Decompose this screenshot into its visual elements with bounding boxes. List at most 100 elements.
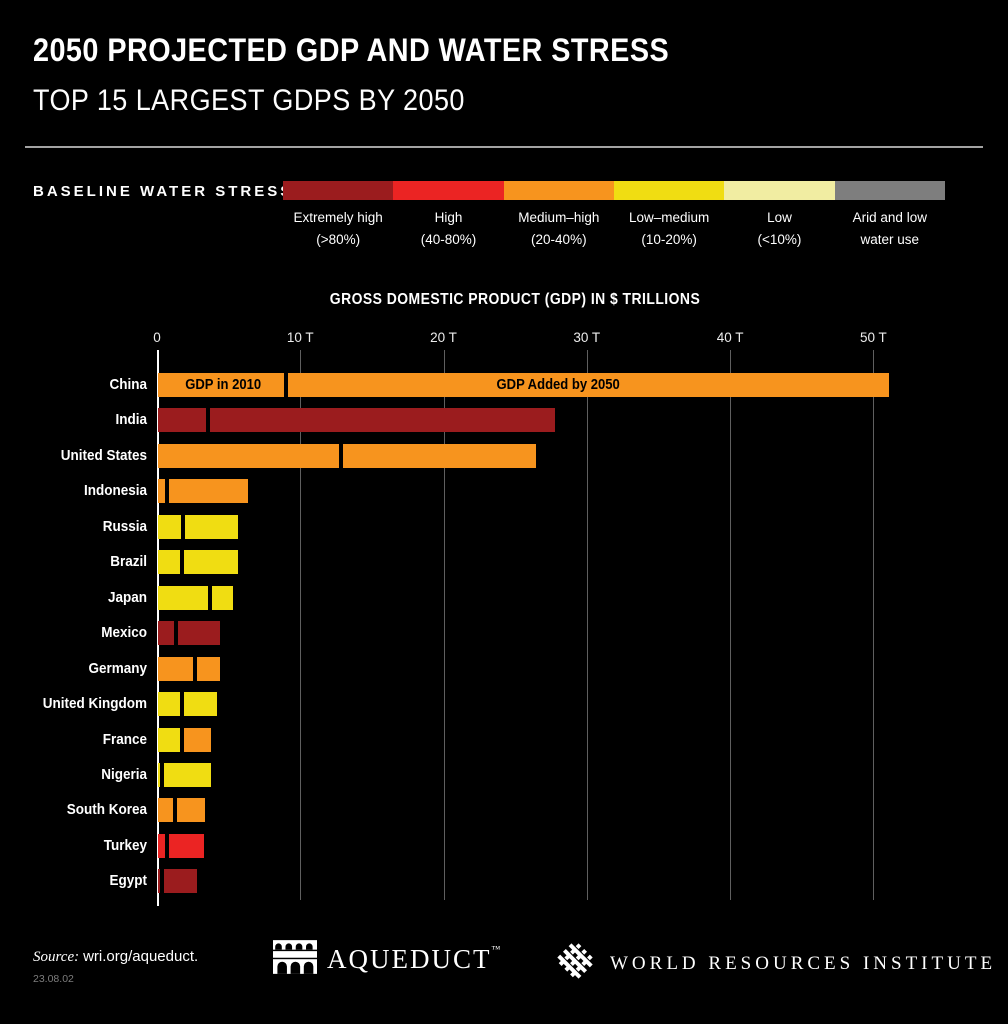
source-line: Source: wri.org/aqueduct.: [33, 948, 198, 966]
gdp-2010-segment: [158, 798, 177, 823]
bar-row-indonesia: Indonesia: [0, 479, 1008, 504]
bar-row-turkey: Turkey: [0, 833, 1008, 858]
country-label: United States: [60, 446, 147, 464]
country-label: China: [109, 376, 147, 393]
wri-wordmark: WORLD RESOURCES INSTITUTE: [610, 952, 997, 974]
legend-swatch-extremely-high: [283, 181, 394, 200]
trademark-symbol: ™: [491, 944, 501, 954]
bar-row-china: China GDP in 2010 GDP Added by 2050: [0, 373, 1008, 397]
country-label: Brazil: [110, 553, 147, 571]
bar-row-russia: Russia: [0, 514, 1008, 539]
country-label: Japan: [107, 588, 147, 606]
bar-row-united-kingdom: United Kingdom: [0, 692, 1008, 717]
gdp-2010-segment: [158, 443, 343, 468]
gdp-2010-segment: [158, 621, 179, 646]
country-label: Mexico: [101, 624, 147, 642]
gdp-2010-segment: [158, 479, 170, 504]
legend-swatch-arid: [834, 181, 945, 200]
x-axis-title: GROSS DOMESTIC PRODUCT (GDP) IN $ TRILLI…: [329, 291, 701, 308]
gdp-bar: [158, 621, 220, 646]
gridline-20T: [443, 350, 445, 900]
x-tick-20: 20 T: [430, 330, 457, 345]
gridline-30T: [586, 350, 588, 900]
aqueduct-wordmark: AQUEDUCT™: [327, 944, 501, 974]
country-label: Russia: [102, 517, 147, 535]
gdp-2010-segment: [158, 833, 170, 858]
x-tick-30: 30 T: [573, 330, 601, 345]
gdp-bar: [158, 585, 233, 610]
bar-row-mexico: Mexico: [0, 621, 1008, 646]
gdp-2010-segment: [158, 373, 289, 397]
gdp-bar: [158, 869, 197, 894]
country-label: Indonesia: [83, 482, 147, 500]
country-label: United Kingdom: [42, 695, 147, 713]
x-tick-50: 50 T: [859, 330, 887, 345]
wri-weave-icon: [552, 938, 598, 989]
bar-row-united-states: United States: [0, 443, 1008, 468]
country-label: Egypt: [109, 872, 147, 890]
gdp-bar: [158, 550, 239, 575]
gdp-bar: [158, 443, 537, 468]
bar-row-japan: Japan: [0, 585, 1008, 610]
gdp-bar: [158, 833, 204, 858]
legend-colorbar: [283, 181, 945, 200]
legend-label-high: High (40-80%): [420, 210, 477, 247]
gdp-bar: [158, 798, 206, 823]
legend-label-medium-high: Medium–high (20-40%): [518, 210, 600, 247]
legend-swatch-high: [393, 181, 504, 200]
gdp-bar: [158, 692, 217, 717]
source-prefix: Source:: [33, 949, 80, 965]
gdp-2010-segment: [158, 869, 164, 894]
legend-label-low: Low (<10%): [757, 210, 802, 247]
gdp-2010-segment: [158, 408, 210, 433]
country-label: South Korea: [66, 801, 147, 819]
legend-swatch-low: [724, 181, 835, 200]
bar-row-egypt: Egypt: [0, 869, 1008, 894]
gdp-2010-segment: [158, 550, 184, 575]
gridline-40T: [730, 350, 732, 900]
bar-row-nigeria: Nigeria: [0, 762, 1008, 787]
gdp-bar: [158, 479, 249, 504]
gdp-bar: [158, 514, 239, 539]
legend-swatch-low-medium: [613, 181, 725, 200]
gdp-2010-segment: [158, 585, 213, 610]
gdp-bar: [158, 727, 211, 752]
legend-label-low-medium: Low–medium (10-20%): [629, 210, 710, 247]
country-label: India: [115, 411, 147, 429]
gdp-2010-segment: [158, 692, 184, 717]
bar-chart-plot: China GDP in 2010 GDP Added by 2050 India Un…: [0, 348, 1008, 908]
aqueduct-icon: [273, 940, 317, 979]
country-label: Germany: [88, 659, 147, 677]
gdp-2010-segment: [158, 656, 197, 681]
page-title: 2050 PROJECTED GDP AND WATER STRESS: [33, 32, 670, 68]
gdp-2010-segment: [158, 727, 184, 752]
gdp-bar: [158, 762, 211, 787]
legend-labels: Extremely high (>80%) High (40-80%) Medium–h…: [283, 207, 945, 251]
bar-row-south-korea: South Korea: [0, 798, 1008, 823]
source-url: wri.org/aqueduct.: [83, 948, 199, 965]
gdp-bar: GDP in 2010 GDP Added by 2050: [158, 373, 889, 397]
country-label: Turkey: [103, 836, 147, 854]
gdp-bar: [158, 656, 220, 681]
legend-label-arid: Arid and low water use: [852, 210, 927, 247]
wri-logo: WORLD RESOURCES INSTITUTE: [552, 938, 996, 989]
date-stamp: 23.08.02: [33, 973, 74, 985]
segment-label-gdp-2010: GDP in 2010: [185, 377, 262, 393]
gdp-2010-segment: [158, 762, 164, 787]
gridline-50T: [873, 350, 875, 900]
gridline-10T: [300, 350, 302, 900]
x-tick-0: 0: [153, 330, 161, 345]
legend-swatch-medium-high: [503, 181, 614, 200]
gdp-bar: [158, 408, 555, 433]
bar-row-germany: Germany: [0, 656, 1008, 681]
country-label: France: [102, 730, 147, 748]
aqueduct-logo: AQUEDUCT™: [273, 940, 500, 979]
x-tick-40: 40 T: [716, 330, 744, 345]
bar-row-india: India: [0, 408, 1008, 433]
country-label: Nigeria: [101, 765, 147, 783]
page-subtitle: TOP 15 LARGEST GDPS BY 2050: [33, 84, 465, 117]
bar-row-brazil: Brazil: [0, 550, 1008, 575]
gdp-2010-segment: [158, 514, 186, 539]
legend-label-extremely-high: Extremely high (>80%): [293, 210, 383, 247]
